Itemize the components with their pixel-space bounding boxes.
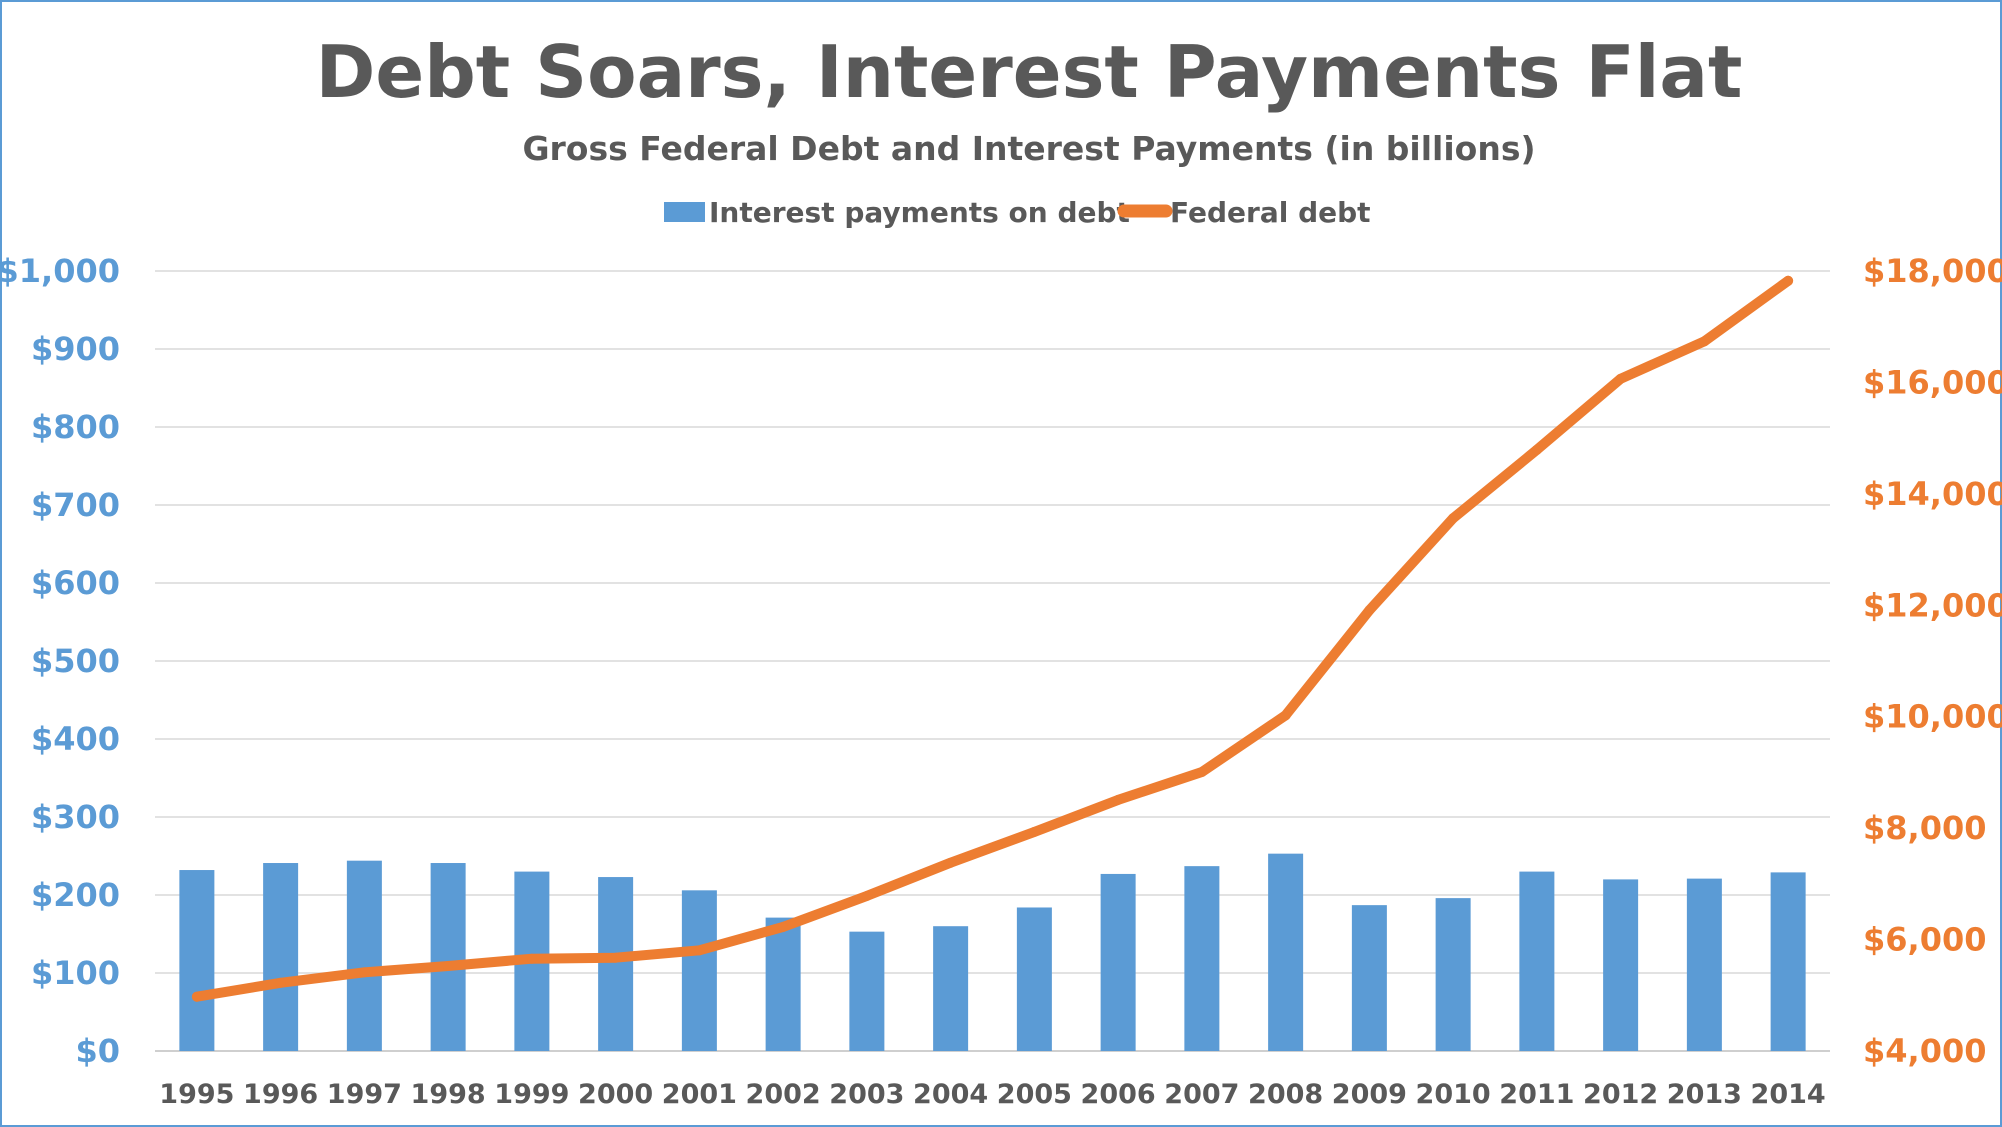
y-left-tick-label: $400 xyxy=(31,720,120,758)
y-right-tick-label: $12,000 xyxy=(1863,586,2002,624)
bar-interest-2000 xyxy=(598,877,634,1051)
legend-swatch-interest xyxy=(664,202,705,222)
point-federal-debt-2013 xyxy=(1699,336,1710,347)
y-left-tick-label: $100 xyxy=(31,954,120,992)
legend-label-federal-debt: Federal debt xyxy=(1170,196,1371,229)
x-tick-label: 2009 xyxy=(1332,1079,1407,1110)
x-tick-label: 2001 xyxy=(662,1079,737,1110)
point-federal-debt-2009 xyxy=(1364,605,1375,616)
x-tick-label: 2007 xyxy=(1164,1079,1239,1110)
point-federal-debt-1998 xyxy=(443,960,454,971)
x-tick-label: 1998 xyxy=(411,1079,486,1110)
point-federal-debt-2002 xyxy=(778,921,789,932)
gridlines xyxy=(155,270,1830,1052)
y-right-tick-label: $16,000 xyxy=(1863,363,2002,401)
bar-interest-2008 xyxy=(1268,853,1304,1051)
y-right-tick-label: $10,000 xyxy=(1863,698,2002,736)
y-left-tick-label: $1,000 xyxy=(0,252,120,290)
bar-interest-2007 xyxy=(1184,866,1220,1051)
bar-interest-2014 xyxy=(1770,872,1806,1051)
y-axis-right: $4,000 $6,000 $8,000 $10,000 $12,000 $14,000 $… xyxy=(1863,252,2002,1070)
x-tick-label: 2010 xyxy=(1416,1079,1491,1110)
y-right-tick-label: $14,000 xyxy=(1863,475,2002,513)
point-federal-debt-2005 xyxy=(1029,826,1040,837)
x-tick-label: 2003 xyxy=(829,1079,904,1110)
point-federal-debt-2010 xyxy=(1448,513,1459,524)
y-left-tick-label: $600 xyxy=(31,564,120,602)
x-tick-label: 1995 xyxy=(159,1079,234,1110)
bar-interest-2010 xyxy=(1435,898,1471,1051)
y-left-tick-label: $300 xyxy=(31,798,120,836)
point-federal-debt-1997 xyxy=(359,967,370,978)
x-tick-label: 2002 xyxy=(746,1079,821,1110)
y-right-tick-label: $4,000 xyxy=(1863,1032,1986,1070)
point-federal-debt-2012 xyxy=(1615,373,1626,384)
y-left-tick-label: $0 xyxy=(75,1032,120,1070)
point-federal-debt-1996 xyxy=(275,977,286,988)
point-federal-debt-2000 xyxy=(610,952,621,963)
point-federal-debt-2004 xyxy=(945,857,956,868)
x-tick-label: 2013 xyxy=(1667,1079,1742,1110)
point-federal-debt-2007 xyxy=(1196,766,1207,777)
point-federal-debt-1999 xyxy=(526,953,537,964)
bar-interest-2011 xyxy=(1519,871,1555,1051)
bar-interest-2005 xyxy=(1016,907,1052,1051)
x-tick-label: 2006 xyxy=(1081,1079,1156,1110)
legend: Interest payments on debt Federal debt xyxy=(664,196,1371,229)
y-left-tick-label: $500 xyxy=(31,642,120,680)
x-tick-label: 1999 xyxy=(494,1079,569,1110)
y-axis-left: $0 $100 $200 $300 $400 $500 $600 $700 $800 $900 $1… xyxy=(0,252,120,1070)
point-federal-debt-1995 xyxy=(191,991,202,1002)
x-tick-label: 2012 xyxy=(1583,1079,1658,1110)
y-left-tick-label: $200 xyxy=(31,876,120,914)
x-tick-label: 2011 xyxy=(1499,1079,1574,1110)
bar-interest-2006 xyxy=(1100,873,1136,1051)
legend-label-interest: Interest payments on debt xyxy=(709,196,1130,229)
point-federal-debt-2008 xyxy=(1280,710,1291,721)
x-tick-label: 2005 xyxy=(997,1079,1072,1110)
federal-debt-line xyxy=(191,275,1794,1002)
x-tick-label: 2008 xyxy=(1248,1079,1323,1110)
x-tick-label: 1996 xyxy=(243,1079,318,1110)
bar-interest-1996 xyxy=(263,863,299,1051)
bar-interest-2004 xyxy=(933,926,969,1051)
y-right-tick-label: $6,000 xyxy=(1863,921,1986,959)
bar-interest-2001 xyxy=(681,890,717,1051)
x-tick-label: 2004 xyxy=(913,1079,988,1110)
point-federal-debt-2003 xyxy=(861,890,872,901)
federal-debt-line-layer xyxy=(191,275,1794,1002)
point-federal-debt-2014 xyxy=(1783,275,1794,286)
y-left-tick-label: $800 xyxy=(31,408,120,446)
x-tick-label: 2000 xyxy=(578,1079,653,1110)
bar-interest-1995 xyxy=(179,870,215,1051)
y-right-tick-label: $18,000 xyxy=(1863,252,2002,290)
bar-interest-2012 xyxy=(1603,879,1639,1051)
y-left-tick-label: $700 xyxy=(31,486,120,524)
x-tick-label: 1997 xyxy=(327,1079,402,1110)
bar-interest-1998 xyxy=(430,863,466,1051)
y-right-tick-label: $8,000 xyxy=(1863,809,1986,847)
bar-interest-2009 xyxy=(1351,905,1387,1051)
point-federal-debt-2011 xyxy=(1531,444,1542,455)
point-federal-debt-2001 xyxy=(694,945,705,956)
bar-interest-2013 xyxy=(1686,878,1722,1051)
x-axis: 1995 1996 1997 1998 1999 2000 2001 2002 2003 2004… xyxy=(159,1079,1825,1110)
chart-subtitle: Gross Federal Debt and Interest Payments… xyxy=(522,129,1535,168)
y-left-tick-label: $900 xyxy=(31,330,120,368)
bar-interest-1997 xyxy=(346,860,382,1051)
interest-bars xyxy=(179,853,1806,1051)
x-tick-label: 2014 xyxy=(1751,1079,1826,1110)
point-federal-debt-2006 xyxy=(1113,794,1124,805)
chart-title: Debt Soars, Interest Payments Flat xyxy=(316,30,1743,114)
bar-interest-2003 xyxy=(849,931,885,1051)
bar-interest-2002 xyxy=(765,917,801,1051)
